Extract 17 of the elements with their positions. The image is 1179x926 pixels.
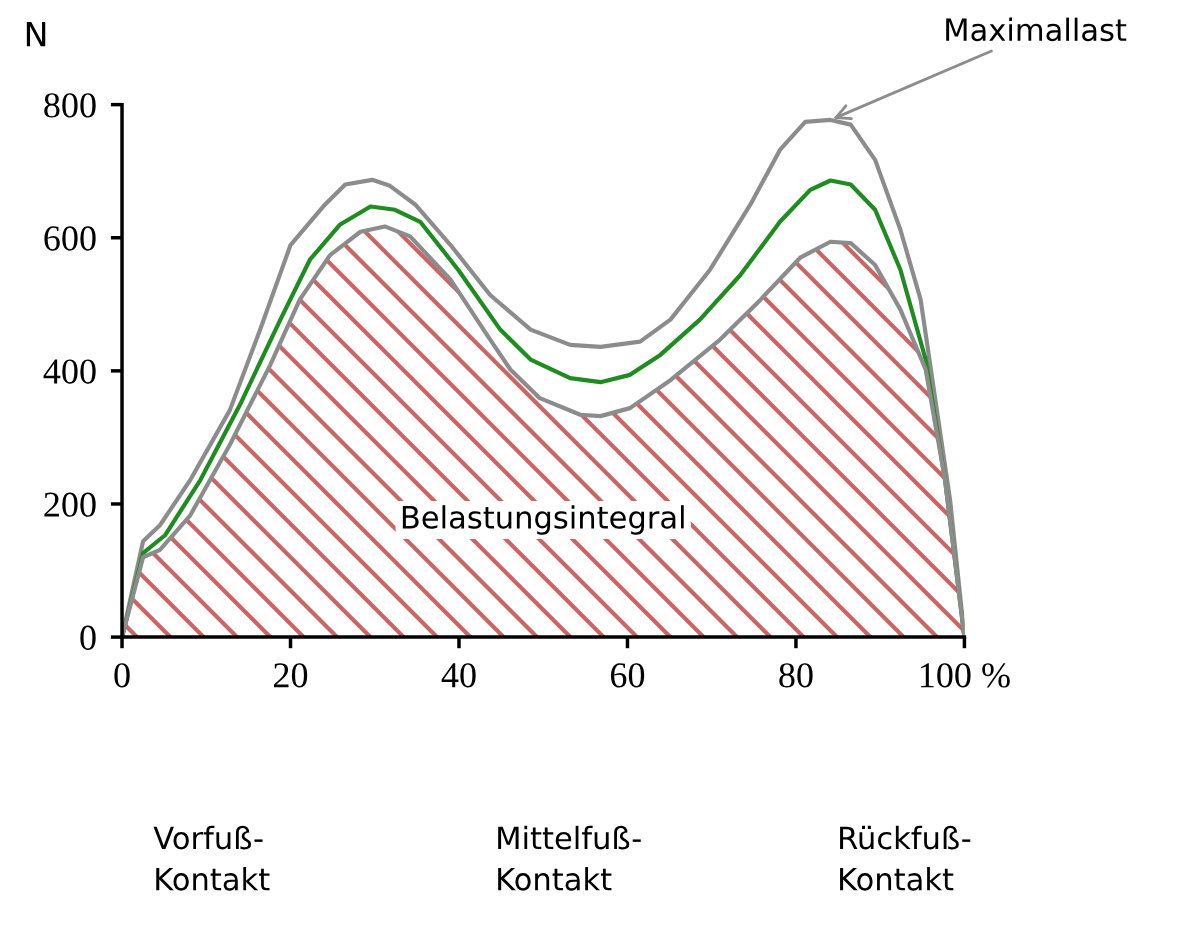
text: Mittelfuß- Kontakt [498,825,641,891]
annotation: Maximallast [946,17,1127,42]
x-tick-label: 100 % [920,663,1010,688]
annotation: Belastungsintegral [402,505,684,535]
text: Rückfuß- Kontakt [840,825,971,891]
x-tick-label: 60 [610,663,645,688]
x-tick-label: 0 [114,663,130,688]
x-tick-label: 20 [274,663,308,688]
y-tick-label: 200 [44,492,96,517]
x-tick-label: 40 [441,663,476,688]
text: Vorfuß- Kontakt [153,825,270,891]
y-tick-label: 0 [80,625,96,650]
y-tick-label: 600 [44,226,96,251]
y-axis-title: N [26,21,46,47]
y-tick-label: 800 [44,93,96,118]
y-tick-label: 400 [43,359,96,384]
x-tick-label: 80 [779,663,813,688]
